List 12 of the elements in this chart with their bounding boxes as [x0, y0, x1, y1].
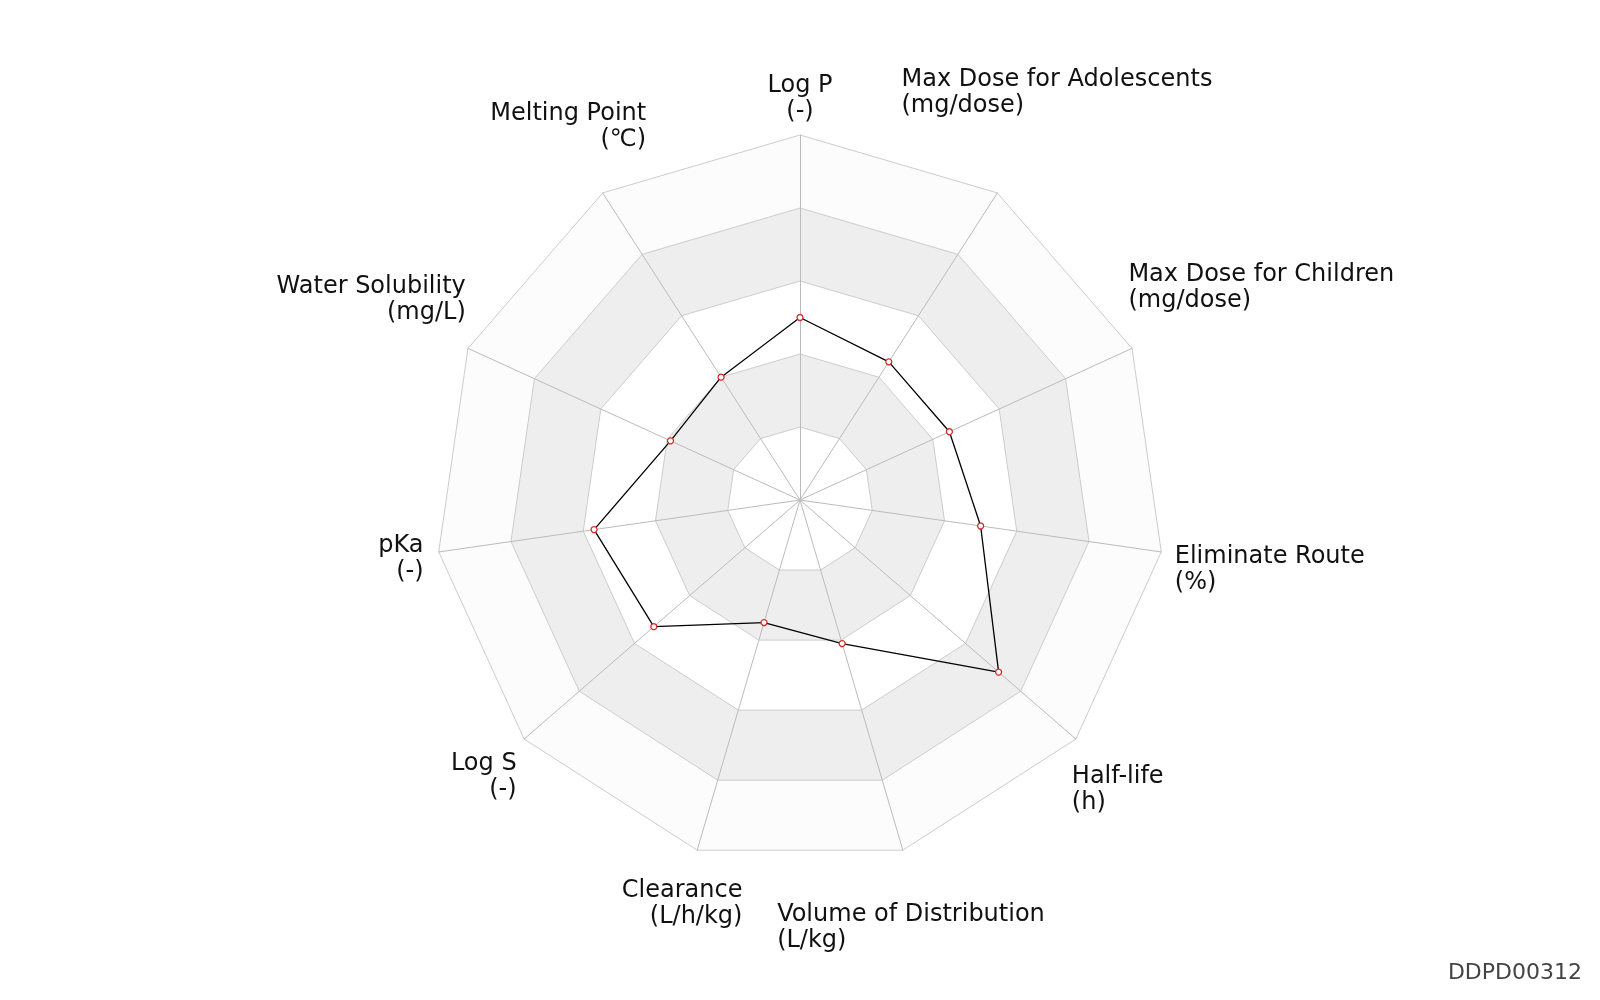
spoke-label: Half-life (h): [1071, 760, 1164, 815]
spoke-label: Melting Point (℃): [490, 97, 647, 152]
text: DDPD00312: [1447, 958, 1582, 984]
spoke-label: Volume of Distribution (L/kg): [777, 898, 1045, 953]
spoke-label: Log P (-): [767, 70, 833, 124]
spoke-label: Clearance (L/h/kg): [621, 875, 743, 930]
spoke-label: Water Solubility (mg/L): [276, 271, 466, 326]
spoke-label: pKa (-): [378, 530, 424, 585]
spoke-label: Eliminate Route (%): [1174, 541, 1365, 596]
spoke-label: Max Dose for Children (mg/dose): [1128, 258, 1395, 313]
spoke-label: Max Dose for Adolescents (mg/dose): [901, 64, 1213, 119]
spoke-label: Log S (-): [450, 747, 517, 802]
